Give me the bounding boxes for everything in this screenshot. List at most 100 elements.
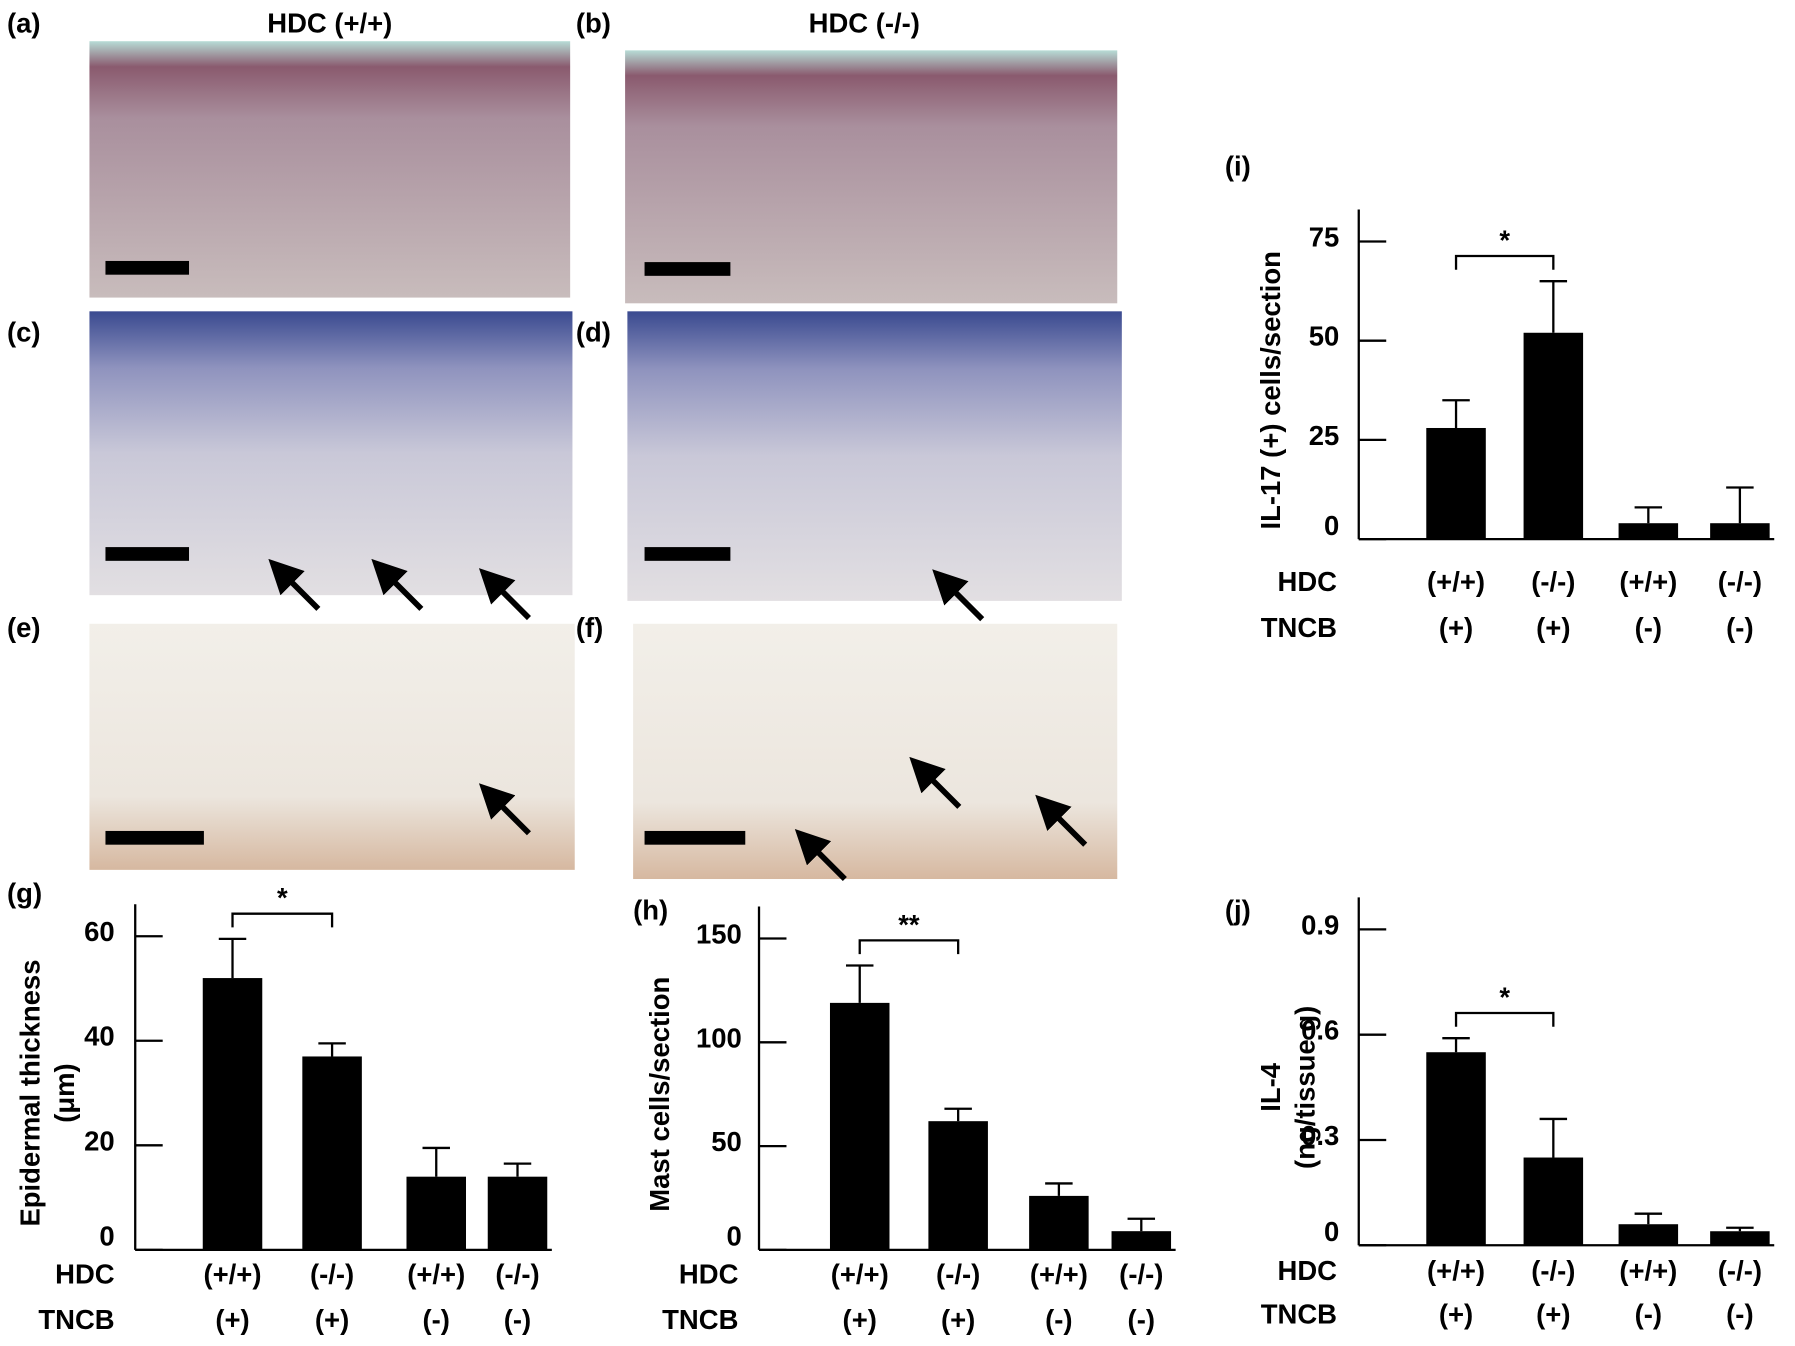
x-tick-label: (-/-): [495, 1258, 539, 1289]
y-tick-label: 25: [1309, 420, 1340, 451]
x-tick-label: (-): [1726, 612, 1753, 643]
micrographs: [89, 41, 1122, 882]
significance-bracket: [858, 939, 960, 955]
bar: [1710, 523, 1770, 540]
row-label: HDC: [1278, 566, 1338, 597]
x-tick-label: (+/+): [1619, 1255, 1677, 1286]
significance-label: **: [898, 909, 920, 940]
y-tick-label: 60: [84, 916, 115, 947]
bar: [1523, 1157, 1584, 1246]
y-tick-label: 50: [1309, 321, 1340, 352]
x-tick-label: (+/+): [831, 1258, 889, 1289]
micrograph-e: [89, 623, 575, 870]
panel-title: HDC (-/-): [809, 7, 920, 38]
x-tick-label: (-/-): [1531, 566, 1575, 597]
x-tick-label: (+): [1439, 1298, 1473, 1329]
significance-label: *: [277, 882, 288, 913]
y-axis-label: Mast cells/section: [644, 977, 675, 1212]
panel-label: (f): [576, 612, 603, 643]
bar: [1426, 1052, 1486, 1246]
x-tick-label: (+): [843, 1304, 877, 1335]
y-tick-label: 0.3: [1301, 1120, 1339, 1151]
bar: [487, 1176, 548, 1250]
x-tick-label: (+/+): [1427, 566, 1485, 597]
panel-label: (i): [1225, 151, 1251, 182]
x-tick-label: (-/-): [1718, 566, 1762, 597]
significance-bracket: [1454, 254, 1555, 270]
scale-bar: [105, 547, 190, 561]
x-tick-label: (+): [1536, 1298, 1570, 1329]
bar: [202, 978, 263, 1250]
x-tick-label: (+): [1536, 612, 1570, 643]
bar: [1111, 1231, 1172, 1250]
x-tick-label: (-/-): [1531, 1255, 1575, 1286]
panel-title: HDC (+/+): [267, 7, 392, 38]
scale-bar: [644, 262, 731, 276]
panel-label: (b): [576, 7, 611, 38]
scale-bar: [105, 830, 204, 845]
panel-label: (d): [576, 316, 611, 347]
x-tick-label: (-): [1045, 1304, 1072, 1335]
bar: [1523, 332, 1584, 540]
panel-label: (h): [633, 894, 668, 925]
arrows: [268, 558, 1088, 882]
y-tick-label: 0.6: [1301, 1015, 1339, 1046]
y-tick-label: 75: [1309, 221, 1340, 252]
bar: [1710, 1231, 1770, 1246]
panel-label: (c): [7, 316, 41, 347]
x-tick-label: (-): [423, 1304, 450, 1335]
x-tick-label: (-/-): [936, 1258, 980, 1289]
row-label: TNCB: [38, 1304, 114, 1335]
y-tick-label: 150: [696, 918, 742, 949]
scale-bar: [105, 260, 190, 275]
y-tick-label: 100: [696, 1022, 742, 1053]
y-axis-label: Epidermal thickness: [14, 960, 45, 1227]
y-axis-label: IL-4: [1255, 1062, 1286, 1112]
x-tick-label: (+/+): [1030, 1258, 1088, 1289]
row-label: TNCB: [1261, 612, 1337, 643]
y-tick-label: 0: [1324, 510, 1339, 541]
panel-label: (e): [7, 612, 41, 643]
x-tick-label: (-): [1128, 1304, 1155, 1335]
row-label: HDC: [55, 1258, 115, 1289]
x-tick-label: (-): [1726, 1298, 1753, 1329]
x-tick-label: (-): [504, 1304, 531, 1335]
scale-bar: [644, 830, 746, 845]
panel-label: (j): [1225, 894, 1251, 925]
significance-bracket: [231, 912, 334, 928]
micrograph-a: [89, 41, 571, 298]
y-axis-label: (μm): [49, 1063, 80, 1123]
x-tick-label: (-/-): [1119, 1258, 1163, 1289]
row-label: HDC: [1278, 1255, 1338, 1286]
bar: [1618, 523, 1679, 540]
y-tick-label: 0: [99, 1221, 114, 1252]
x-tick-label: (-): [1635, 612, 1662, 643]
x-tick-label: (+): [215, 1304, 249, 1335]
significance-label: *: [1499, 982, 1510, 1013]
x-tick-label: (-/-): [1718, 1255, 1762, 1286]
y-axis-label: (ng/tissue g): [1290, 1006, 1321, 1169]
y-tick-label: 0.9: [1301, 909, 1339, 940]
bar: [928, 1121, 988, 1250]
x-tick-label: (-/-): [310, 1258, 354, 1289]
significance-label: *: [1499, 225, 1510, 256]
y-tick-label: 0: [1324, 1216, 1339, 1247]
y-tick-label: 0: [727, 1221, 742, 1252]
y-tick-label: 20: [84, 1125, 115, 1156]
x-tick-label: (+): [315, 1304, 349, 1335]
x-tick-label: (+/+): [1619, 566, 1677, 597]
significance-bracket: [1454, 1011, 1555, 1027]
bar: [1618, 1224, 1679, 1246]
y-tick-label: 50: [711, 1126, 742, 1157]
bar: [1029, 1195, 1089, 1250]
x-tick-label: (+/+): [407, 1258, 465, 1289]
bar: [302, 1056, 362, 1250]
y-axis-label: IL-17 (+) cells/section: [1255, 251, 1286, 529]
x-tick-label: (+/+): [1427, 1255, 1485, 1286]
x-tick-label: (+/+): [204, 1258, 262, 1289]
row-label: TNCB: [662, 1304, 738, 1335]
row-label: TNCB: [1261, 1298, 1337, 1329]
scale-bar: [644, 547, 731, 561]
